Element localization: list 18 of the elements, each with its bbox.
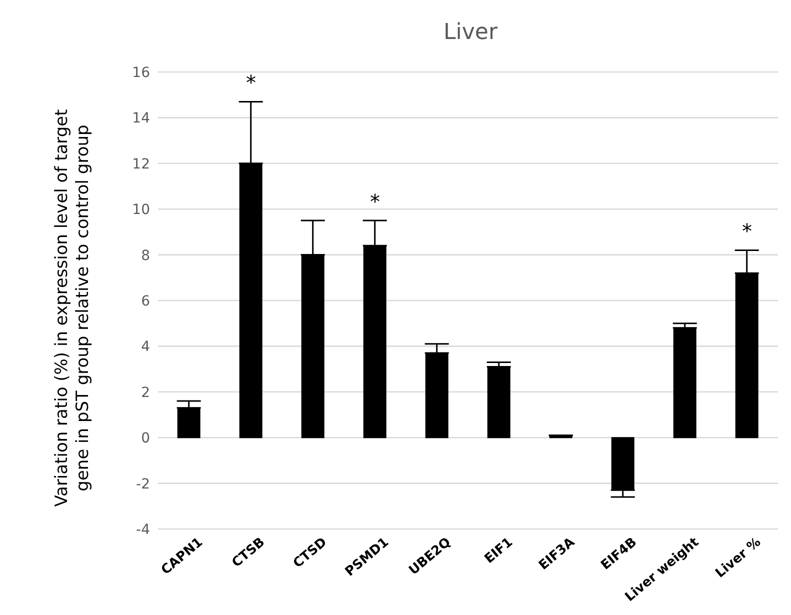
bar <box>673 327 696 438</box>
y-tick-label: 4 <box>141 339 150 356</box>
bar <box>487 366 510 438</box>
y-tick-label: 10 <box>132 202 150 218</box>
y-tick-label: 8 <box>141 248 150 264</box>
annotation: * <box>246 70 256 95</box>
y-tick-label: 6 <box>141 293 150 310</box>
y-tick-label: 2 <box>141 384 150 401</box>
y-tick-label: 12 <box>132 156 150 172</box>
y-tick-label: 14 <box>132 110 150 127</box>
annotation: * <box>370 190 380 214</box>
y-tick-label: 0 <box>141 430 150 447</box>
y-tick-label: -4 <box>136 522 150 538</box>
y-axis-title: Variation ratio (%) in expression level of target gene in pST group relative to control group <box>52 108 94 508</box>
y-tick-label: -2 <box>136 476 150 492</box>
annotation: * <box>742 219 752 244</box>
chart-title: Liver <box>442 20 498 45</box>
y-tick-label: 16 <box>132 64 150 81</box>
